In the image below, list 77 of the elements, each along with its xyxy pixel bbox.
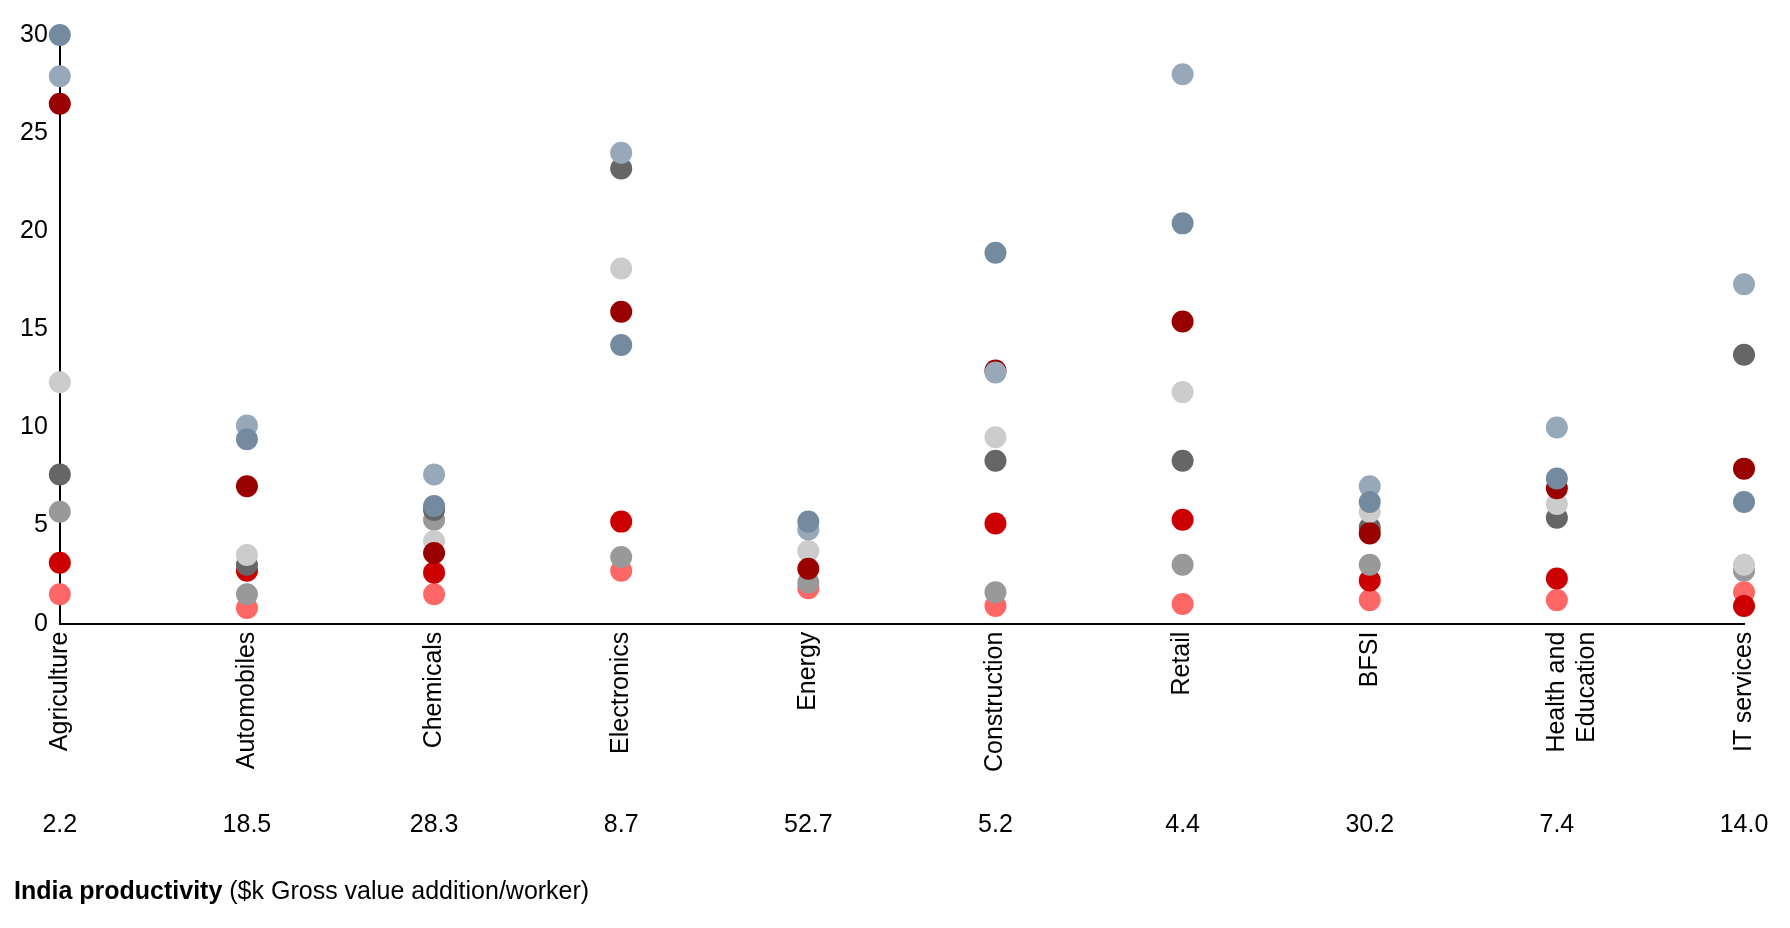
point [1171, 63, 1194, 86]
point [1358, 522, 1381, 545]
point [48, 24, 71, 46]
point [1545, 567, 1568, 590]
point [1358, 589, 1381, 612]
point [48, 65, 71, 88]
text: 8.7 [603, 808, 639, 837]
point [1545, 467, 1568, 490]
point [1733, 553, 1755, 576]
point [984, 241, 1007, 264]
point [48, 583, 71, 606]
point [235, 475, 258, 498]
x-tick-label: Automobiles [230, 631, 259, 770]
x-tick-label: Chemicals [417, 631, 446, 749]
point [1733, 595, 1755, 617]
text: 5.2 [978, 808, 1013, 837]
point [1171, 593, 1194, 616]
y-tick-label: 5 [33, 509, 48, 538]
x-tick-label: Electronics [605, 631, 634, 754]
point [48, 551, 71, 574]
point [610, 510, 633, 533]
x-tick-label: Retail [1166, 631, 1195, 696]
point [984, 426, 1007, 449]
x-axis-title: India productivity ($k Gross value addition/worker) [14, 875, 590, 904]
y-tick-label: 10 [20, 411, 48, 440]
point [1733, 457, 1755, 480]
point [235, 428, 258, 451]
x-tick-label: IT services [1727, 631, 1756, 753]
point [610, 334, 633, 357]
point [610, 141, 633, 164]
point [1733, 343, 1755, 366]
point [423, 463, 446, 486]
point [984, 449, 1007, 472]
point [1171, 310, 1194, 333]
point [1171, 449, 1194, 472]
x-tick-label: BFSI [1353, 631, 1382, 688]
point [797, 557, 820, 580]
point [1733, 491, 1755, 513]
point [1171, 381, 1194, 404]
point [1358, 491, 1381, 513]
point [984, 512, 1007, 535]
text: 28.3 [409, 808, 459, 837]
point [48, 463, 71, 486]
point [1545, 416, 1568, 439]
x-tick-label: Health and Education [1540, 631, 1599, 753]
text: 30.2 [1345, 808, 1395, 837]
point [610, 257, 633, 280]
point [48, 500, 71, 523]
point [610, 545, 633, 568]
text: 2.2 [42, 808, 78, 837]
text: 7.4 [1539, 808, 1575, 837]
y-tick-label: 20 [20, 215, 48, 244]
point [235, 543, 258, 566]
point [797, 510, 820, 533]
point [984, 581, 1007, 604]
point [1358, 553, 1381, 576]
point [1171, 553, 1194, 576]
y-tick-label: 30 [20, 18, 48, 47]
point [1171, 212, 1194, 235]
y-tick-label: 15 [20, 313, 48, 342]
text: 52.7 [784, 808, 833, 837]
y-tick-label: 25 [20, 117, 48, 145]
point [48, 371, 71, 394]
point [48, 92, 71, 115]
point [423, 583, 446, 606]
text: 4.4 [1165, 808, 1201, 837]
point [610, 300, 633, 323]
point [423, 561, 446, 584]
point [235, 583, 258, 606]
point [1545, 589, 1568, 612]
x-tick-label: Construction [979, 631, 1008, 773]
point [1733, 273, 1755, 296]
text: 18.5 [222, 808, 272, 837]
point [423, 542, 446, 565]
point [1171, 508, 1194, 531]
text: 14.0 [1719, 808, 1769, 837]
x-tick-label: Energy [792, 631, 821, 711]
